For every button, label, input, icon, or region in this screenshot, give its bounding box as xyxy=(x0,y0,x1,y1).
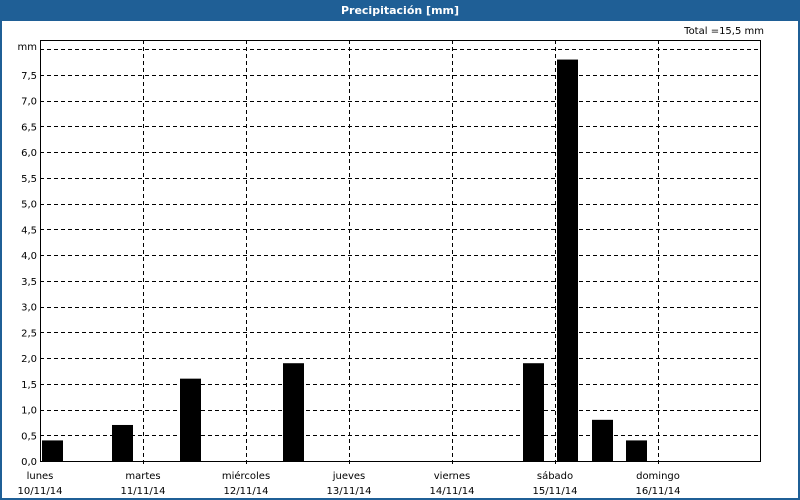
x-date-label: 16/11/14 xyxy=(636,486,681,497)
y-tick-label: 0,0 xyxy=(21,457,37,468)
y-tick-label: 4,0 xyxy=(21,251,37,262)
x-date-label: 13/11/14 xyxy=(327,486,372,497)
y-tick-label: 6,5 xyxy=(21,122,37,133)
chart-title: Precipitación [mm] xyxy=(0,0,800,21)
y-axis-unit: mm xyxy=(18,42,37,53)
x-day-label: miércoles xyxy=(222,470,270,482)
total-label: Total =15,5 mm xyxy=(684,26,764,37)
x-date-label: 10/11/14 xyxy=(18,486,63,497)
y-tick-label: 4,5 xyxy=(21,225,37,236)
y-tick-label: 7,5 xyxy=(21,71,37,82)
chart-panel: Total =15,5 mm xyxy=(2,21,798,498)
x-day-label: lunes xyxy=(27,471,54,482)
bar xyxy=(42,440,63,461)
bar xyxy=(283,363,304,461)
y-tick-label: 2,5 xyxy=(21,328,37,339)
y-tick-label: 7,0 xyxy=(21,97,37,108)
bar xyxy=(626,440,647,461)
bar xyxy=(592,419,613,461)
x-day-label: jueves xyxy=(332,471,366,482)
bar xyxy=(180,378,201,461)
y-tick-label: 5,0 xyxy=(21,200,37,211)
y-tick-label: 0,5 xyxy=(21,431,37,442)
x-day-label: martes xyxy=(125,471,160,482)
y-tick-label: 1,5 xyxy=(21,380,37,391)
x-date-label: 12/11/14 xyxy=(224,486,269,497)
y-tick-label: 3,5 xyxy=(21,277,37,288)
y-tick-label: 3,0 xyxy=(21,303,37,314)
bar xyxy=(557,59,578,462)
plot-frame xyxy=(40,40,761,462)
bar xyxy=(523,363,544,461)
y-tick-label: 6,0 xyxy=(21,148,37,159)
x-day-label: domingo xyxy=(636,471,680,482)
x-date-label: 14/11/14 xyxy=(430,486,475,497)
x-day-label: viernes xyxy=(434,471,470,482)
x-date-label: 15/11/14 xyxy=(533,486,578,497)
bar xyxy=(112,424,133,461)
y-tick-label: 1,0 xyxy=(21,406,37,417)
y-tick-label: 2,0 xyxy=(21,354,37,365)
y-tick-label: 5,5 xyxy=(21,174,37,185)
x-date-label: 11/11/14 xyxy=(121,486,166,497)
x-day-label: sábado xyxy=(537,470,573,482)
